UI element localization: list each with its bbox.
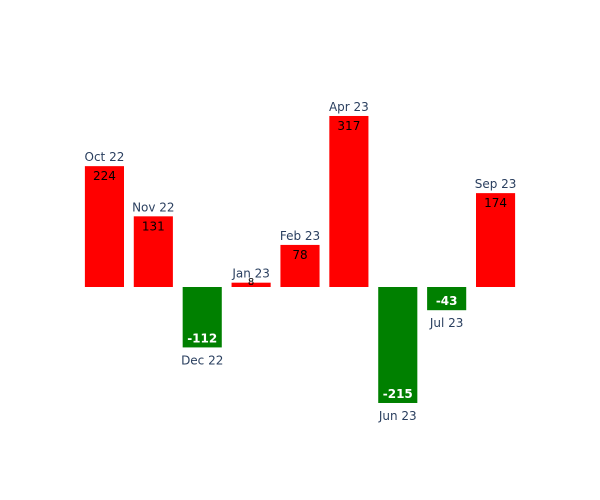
category-label: Sep 23 [475,177,517,191]
bar-value-label: 131 [142,219,165,233]
category-label: Apr 23 [329,100,369,114]
bar-value-label: -112 [187,331,217,345]
bar [378,287,418,403]
bar-value-label: 8 [248,277,254,288]
category-label: Dec 22 [181,353,223,367]
bar [476,193,516,287]
bar-value-label: 174 [484,196,507,210]
category-label: Feb 23 [280,229,320,243]
bar [133,216,173,287]
category-label: Jun 23 [378,409,417,423]
bar-value-label: 78 [292,248,307,262]
category-label: Oct 22 [85,150,125,164]
bar-value-label: 317 [337,119,360,133]
bar [182,287,222,348]
category-label: Nov 22 [132,200,175,214]
bar [231,282,271,287]
category-label: Jul 23 [429,316,464,330]
bar-value-label: -215 [383,387,413,401]
bar [329,115,369,287]
bar-value-label: -43 [436,294,458,308]
bars-layer [84,115,516,403]
bar [84,166,124,287]
bar [280,244,320,287]
bar-value-label: 224 [93,169,116,183]
category-label: Jan 23 [231,267,270,281]
bar [427,287,467,311]
